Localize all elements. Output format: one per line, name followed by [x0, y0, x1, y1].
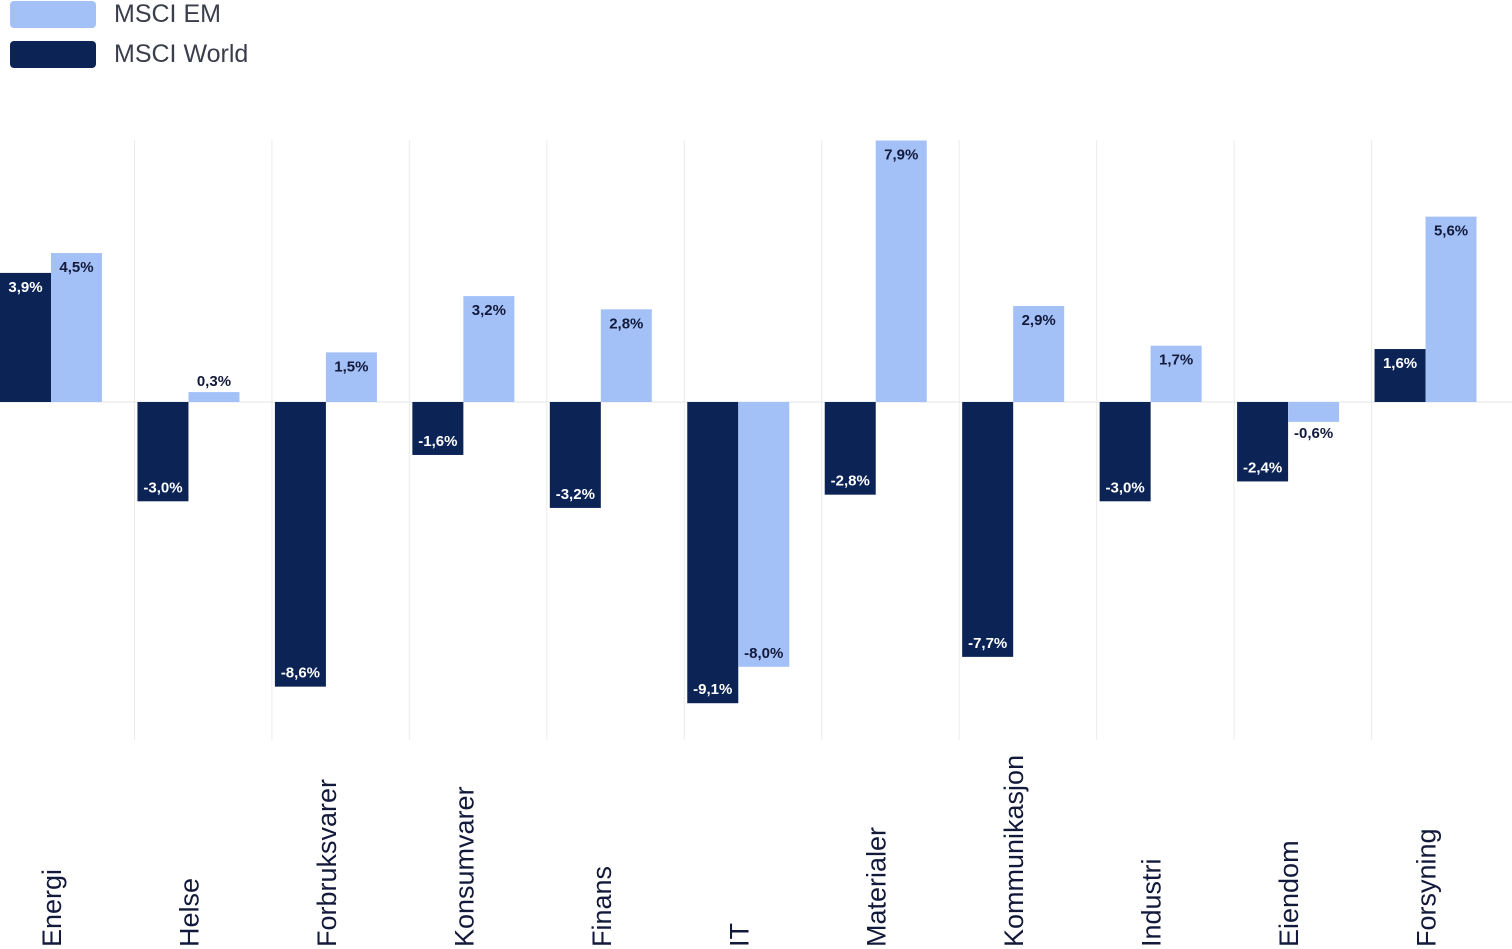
bar-msci-world — [1099, 402, 1151, 502]
data-label: -3,2% — [556, 486, 595, 503]
bar-msci-em — [188, 392, 240, 402]
data-label: 2,9% — [1022, 312, 1056, 329]
category-label: Finans — [587, 866, 617, 947]
data-label: -8,6% — [281, 665, 320, 682]
bar-msci-em — [463, 296, 515, 402]
category-label: Industri — [1137, 858, 1167, 947]
category-label: Konsumvarer — [449, 786, 479, 947]
legend-label-msci-world: MSCI World — [114, 39, 249, 68]
legend-item-msci-world: MSCI World — [10, 40, 248, 68]
legend-swatch-msci-world — [10, 40, 96, 68]
category-label: Helse — [174, 878, 204, 947]
bar-msci-world — [0, 272, 51, 402]
category-label: IT — [724, 923, 754, 947]
data-label: -3,0% — [143, 479, 182, 496]
bar-msci-em — [1425, 216, 1477, 402]
legend-label-msci-em: MSCI EM — [114, 0, 221, 28]
data-label: 5,6% — [1434, 223, 1468, 240]
data-label: 1,5% — [334, 358, 368, 375]
data-label: 0,3% — [197, 373, 231, 390]
data-label: 3,9% — [8, 279, 42, 296]
bar-msci-em — [738, 402, 790, 667]
data-label: -1,6% — [418, 433, 457, 450]
data-label: 7,9% — [884, 147, 918, 164]
legend: MSCI EM MSCI World — [10, 0, 248, 80]
data-label: 2,8% — [609, 315, 643, 332]
bar-msci-world — [1374, 349, 1426, 402]
category-label: Materialer — [862, 827, 892, 947]
category-label: Eiendom — [1274, 840, 1304, 947]
data-label: 4,5% — [59, 259, 93, 276]
data-label: -3,0% — [1106, 479, 1145, 496]
data-label: -9,1% — [693, 681, 732, 698]
bar-msci-world — [962, 402, 1014, 657]
category-label: Kommunikasjon — [999, 755, 1029, 947]
bar-msci-world — [274, 402, 326, 687]
bar-msci-em — [325, 352, 377, 402]
data-label: 1,7% — [1159, 352, 1193, 369]
legend-swatch-msci-em — [10, 0, 96, 28]
category-label: Forbruksvarer — [312, 779, 342, 947]
bar-msci-world — [412, 402, 464, 455]
bar-msci-world — [687, 402, 739, 704]
bar-msci-em — [1013, 306, 1065, 402]
data-label: -8,0% — [744, 645, 783, 662]
data-label: -7,7% — [968, 635, 1007, 652]
bar-msci-world — [1237, 402, 1289, 482]
bar-msci-em — [1150, 345, 1202, 402]
bar-msci-em — [600, 309, 652, 402]
data-label: 3,2% — [472, 302, 506, 319]
data-label: 1,6% — [1383, 355, 1417, 372]
category-label: Energi — [37, 869, 67, 947]
legend-item-msci-em: MSCI EM — [10, 0, 248, 28]
data-label: -0,6% — [1294, 425, 1333, 442]
bar-msci-em — [51, 253, 102, 402]
data-label: -2,4% — [1243, 459, 1282, 476]
category-label: Forsyning — [1412, 828, 1442, 947]
bar-msci-em — [875, 140, 927, 402]
bar-msci-world — [549, 402, 601, 508]
bar-msci-em — [1288, 402, 1340, 422]
bar-msci-world — [137, 402, 189, 502]
bar-msci-world — [824, 402, 876, 495]
data-label: -2,8% — [831, 473, 870, 490]
